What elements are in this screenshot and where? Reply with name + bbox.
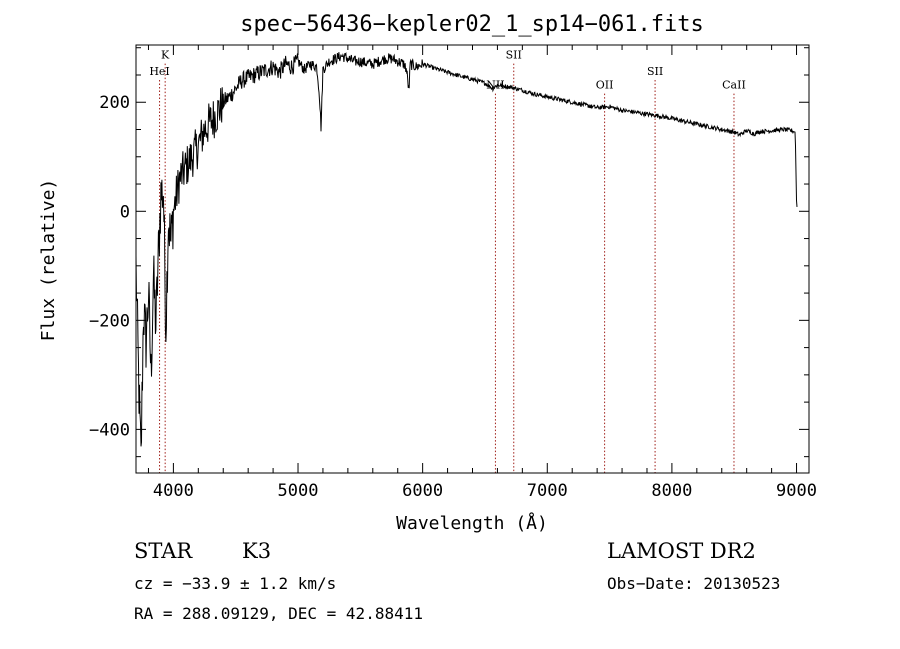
x-tick-label: 9000 xyxy=(776,481,817,501)
x-tick-label: 4000 xyxy=(153,481,194,501)
y-tick-label: −400 xyxy=(89,420,130,440)
y-tick-label: 200 xyxy=(99,93,130,113)
x-axis-label: Wavelength (Å) xyxy=(396,512,548,534)
x-tick-label: 5000 xyxy=(278,481,319,501)
y-axis-label: Flux (relative) xyxy=(38,179,59,342)
y-tick-label: −200 xyxy=(89,311,130,331)
y-tick-label: 0 xyxy=(120,202,130,222)
line-label-sii: SII xyxy=(506,49,522,62)
line-label-hei: HeI xyxy=(149,65,169,78)
x-tick-label: 6000 xyxy=(402,481,443,501)
line-label-sii: SII xyxy=(647,65,663,78)
line-label-k: K xyxy=(161,49,170,62)
x-tick-label: 8000 xyxy=(651,481,692,501)
object-subclass: K3 xyxy=(242,539,272,563)
y-axis: −400 −200 0 200 xyxy=(89,47,809,458)
line-label-oii: OII xyxy=(596,79,614,92)
chart-title: spec−56436−kepler02_1_sp14−061.fits xyxy=(240,12,704,37)
spectrum-layer xyxy=(135,51,798,447)
plot-frame xyxy=(135,44,810,474)
object-class: STAR xyxy=(134,539,193,563)
line-label-caii: CaII xyxy=(722,79,746,92)
observation-date: Obs−Date: 20130523 xyxy=(607,574,781,593)
x-tick-label: 7000 xyxy=(527,481,568,501)
x-axis: 4000 5000 6000 7000 8000 9000 xyxy=(147,45,817,501)
coordinates: RA = 288.09129, DEC = 42.88411 xyxy=(134,604,423,623)
survey-name: LAMOST DR2 xyxy=(607,539,756,563)
spectrum-line xyxy=(135,51,798,447)
redshift-cz: cz = −33.9 ± 1.2 km/s xyxy=(134,574,337,593)
